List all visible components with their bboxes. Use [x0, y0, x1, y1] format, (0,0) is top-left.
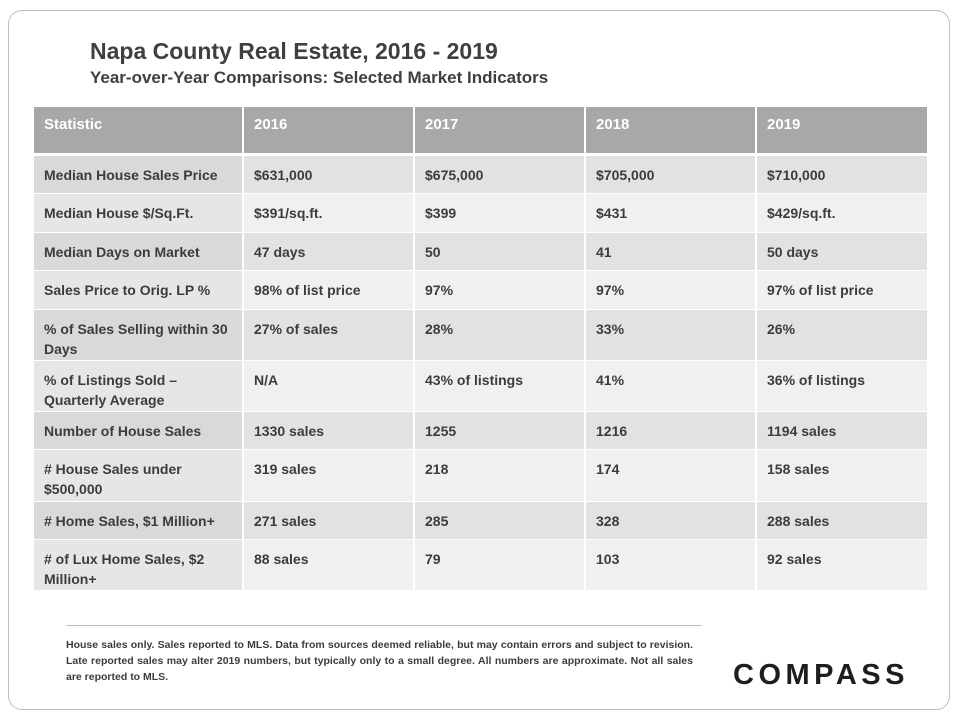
table-cell: 103	[585, 539, 757, 590]
table-cell: 158 sales	[756, 449, 927, 502]
row-label: Median House Sales Price	[34, 154, 244, 194]
table-cell: 288 sales	[756, 501, 927, 540]
table-body: Median House Sales Price $631,000 $675,000…	[34, 154, 927, 590]
table-cell: $675,000	[414, 154, 586, 194]
row-label: Median House $/Sq.Ft.	[34, 193, 244, 233]
table-row: Median House $/Sq.Ft. $391/sq.ft. $399 $431…	[34, 193, 927, 233]
table-cell: 50 days	[756, 232, 927, 271]
table-cell: 97% of list price	[756, 270, 927, 310]
page-title: Napa County Real Estate, 2016 - 2019	[90, 38, 498, 64]
table-cell: 1330 sales	[243, 411, 415, 450]
row-label: # of Lux Home Sales, $2 Million+	[34, 539, 244, 590]
table-cell: 1255	[414, 411, 586, 450]
table-row: Number of House Sales 1330 sales 1255 1216 1…	[34, 411, 927, 450]
table-cell: $399	[414, 193, 586, 233]
market-indicators-table: Statistic 2016 2017 2018 2019 Median Hou…	[34, 107, 927, 590]
page-subtitle: Year-over-Year Comparisons: Selected Mar…	[90, 68, 549, 87]
table-cell: 1216	[585, 411, 757, 450]
table-cell: 41	[585, 232, 757, 271]
table-cell: 218	[414, 449, 586, 502]
table-cell: 97%	[585, 270, 757, 310]
table-cell: $710,000	[756, 154, 927, 194]
footnote-divider	[66, 625, 702, 626]
column-header: 2017	[414, 107, 586, 156]
table-header-row: Statistic 2016 2017 2018 2019	[34, 107, 927, 156]
table-cell: $631,000	[243, 154, 415, 194]
footnote: House sales only. Sales reported to MLS.…	[66, 639, 693, 683]
row-label: Median Days on Market	[34, 232, 244, 271]
table-cell: 26%	[756, 309, 927, 361]
column-header: 2018	[585, 107, 757, 156]
table-row: # of Lux Home Sales, $2 Million+ 88 sales…	[34, 539, 927, 590]
table-cell: $431	[585, 193, 757, 233]
table-cell: 79	[414, 539, 586, 590]
table-cell: 28%	[414, 309, 586, 361]
table-cell: 98% of list price	[243, 270, 415, 310]
column-header: 2016	[243, 107, 415, 156]
table-cell: N/A	[243, 360, 415, 412]
table-cell: 43% of listings	[414, 360, 586, 412]
row-label: # Home Sales, $1 Million+	[34, 501, 244, 540]
table-cell: 174	[585, 449, 757, 502]
compass-logo: COMPASS	[733, 658, 909, 692]
column-header: Statistic	[34, 107, 244, 156]
row-label: % of Listings Sold – Quarterly Average	[34, 360, 244, 412]
table-row: # Home Sales, $1 Million+ 271 sales 285 328…	[34, 501, 927, 540]
table-cell: 27% of sales	[243, 309, 415, 361]
table-cell: 50	[414, 232, 586, 271]
table-cell: 41%	[585, 360, 757, 412]
table-cell: 1194 sales	[756, 411, 927, 450]
row-label: # House Sales under $500,000	[34, 449, 244, 502]
table-cell: 92 sales	[756, 539, 927, 590]
table-row: % of Sales Selling within 30 Days 27% of …	[34, 309, 927, 361]
table-cell: 319 sales	[243, 449, 415, 502]
table-cell: $391/sq.ft.	[243, 193, 415, 233]
table-cell: 88 sales	[243, 539, 415, 590]
table-row: Median Days on Market 47 days 50 41 50 days	[34, 232, 927, 271]
table-row: % of Listings Sold – Quarterly Average N/…	[34, 360, 927, 412]
row-label: Sales Price to Orig. LP %	[34, 270, 244, 310]
table-cell: $429/sq.ft.	[756, 193, 927, 233]
compass-logo-text: COMPASS	[733, 659, 909, 691]
table-cell: 33%	[585, 309, 757, 361]
column-header: 2019	[756, 107, 927, 156]
row-label: % of Sales Selling within 30 Days	[34, 309, 244, 361]
table-cell: 285	[414, 501, 586, 540]
row-label: Number of House Sales	[34, 411, 244, 450]
table-cell: $705,000	[585, 154, 757, 194]
table-row: Median House Sales Price $631,000 $675,000…	[34, 154, 927, 194]
table-cell: 97%	[414, 270, 586, 310]
table-row: Sales Price to Orig. LP % 98% of list pri…	[34, 270, 927, 310]
table-row: # House Sales under $500,000 319 sales 218…	[34, 449, 927, 502]
table-cell: 36% of listings	[756, 360, 927, 412]
table-cell: 271 sales	[243, 501, 415, 540]
table-cell: 47 days	[243, 232, 415, 271]
table-cell: 328	[585, 501, 757, 540]
